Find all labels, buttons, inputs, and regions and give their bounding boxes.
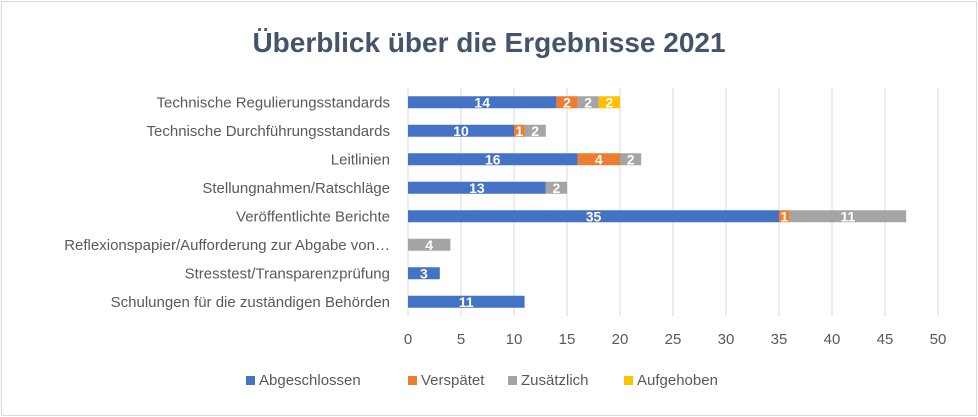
bar-abgeschlossen-4: [408, 181, 546, 194]
category-label-8: Schulungen für die zuständigen Behörden: [111, 294, 390, 311]
data-label-abgeschlossen-3: 16: [485, 151, 501, 167]
x-tick-label-45: 45: [877, 331, 894, 348]
category-label-6: Reflexionspapier/Aufforderung zur Abgabe…: [64, 237, 390, 254]
bar-verspatet-3: [577, 153, 620, 166]
x-tick-label-50: 50: [930, 331, 947, 348]
data-label-zusatzlich-6: 4: [425, 237, 433, 253]
legend-swatch-zusatzlich: [508, 376, 517, 385]
bar-verspatet-2: [514, 124, 525, 137]
bar-aufgehoben-1: [598, 96, 620, 109]
bar-abgeschlossen-1: [408, 96, 557, 109]
category-label-3: Leitlinien: [331, 151, 390, 168]
chart-title: Überblick über die Ergebnisse 2021: [252, 27, 725, 58]
data-label-abgeschlossen-4: 13: [469, 180, 485, 196]
data-label-abgeschlossen-5: 35: [586, 208, 602, 224]
x-tick-label-20: 20: [612, 331, 629, 348]
bar-verspatet-1: [556, 96, 578, 109]
legend-swatch-abgeschlossen: [246, 376, 255, 385]
bar-zusatzlich-1: [577, 96, 599, 109]
x-tick-label-30: 30: [718, 331, 735, 348]
x-tick-label-25: 25: [665, 331, 682, 348]
bar-verspatet-5: [779, 210, 790, 223]
x-tick-label-5: 5: [457, 331, 465, 348]
data-label-aufgehoben-1: 2: [606, 94, 614, 110]
gridlines: [407, 88, 939, 316]
bar-zusatzlich-4: [545, 181, 567, 194]
category-label-4: Stellungnahmen/Ratschläge: [202, 180, 390, 197]
x-axis-ticks: 0 5 10 15 20 25 30 35 40 45 50: [404, 331, 947, 348]
legend-swatch-verspatet: [408, 376, 417, 385]
data-label-zusatzlich-1: 2: [584, 94, 592, 110]
bar-zusatzlich-2: [524, 124, 546, 137]
data-label-abgeschlossen-2: 10: [453, 123, 469, 139]
bar-abgeschlossen-7: [408, 267, 440, 280]
data-label-verspatet-3: 4: [595, 151, 603, 167]
x-tick-label-10: 10: [506, 331, 523, 348]
x-tick-label-15: 15: [559, 331, 576, 348]
category-label-2: Technische Durchführungsstandards: [147, 123, 390, 140]
data-label-abgeschlossen-1: 14: [474, 94, 490, 110]
bar-zusatzlich-3: [620, 153, 642, 166]
bar-abgeschlossen-3: [408, 153, 578, 166]
legend-swatch-aufgehoben: [624, 376, 633, 385]
x-tick-label-40: 40: [824, 331, 841, 348]
data-label-verspatet-5: 1: [780, 208, 788, 224]
bar-abgeschlossen-8: [408, 295, 525, 308]
legend-label-verspatet: Verspätet: [421, 372, 485, 389]
data-label-abgeschlossen-8: 11: [459, 294, 474, 310]
data-label-verspatet-1: 2: [563, 94, 571, 110]
data-label-abgeschlossen-7: 3: [420, 265, 428, 281]
category-labels: Technische Regulierungsstandards Technisc…: [64, 94, 390, 311]
bar-zusatzlich-6: [408, 238, 451, 251]
bar-abgeschlossen-2: [408, 124, 514, 137]
legend-label-zusatzlich: Zusätzlich: [521, 372, 589, 389]
legend: Abgeschlossen Verspätet Zusätzlich Aufgehob…: [246, 372, 718, 389]
data-label-zusatzlich-2: 2: [531, 123, 539, 139]
data-label-zusatzlich-3: 2: [627, 151, 635, 167]
data-label-zusatzlich-4: 2: [553, 180, 561, 196]
category-label-5: Veröffentlichte Berichte: [236, 208, 390, 225]
category-label-1: Technische Regulierungsstandards: [157, 94, 390, 111]
legend-label-abgeschlossen: Abgeschlossen: [259, 372, 361, 389]
bar-abgeschlossen-5: [408, 210, 779, 223]
legend-label-aufgehoben: Aufgehoben: [637, 372, 718, 389]
x-tick-label-35: 35: [771, 331, 788, 348]
x-tick-label-0: 0: [404, 331, 412, 348]
bar-zusatzlich-5: [789, 210, 907, 223]
data-label-verspatet-2: 1: [515, 123, 523, 139]
data-label-zusatzlich-5: 11: [840, 208, 855, 224]
category-label-7: Stresstest/Transparenzprüfung: [185, 265, 390, 282]
